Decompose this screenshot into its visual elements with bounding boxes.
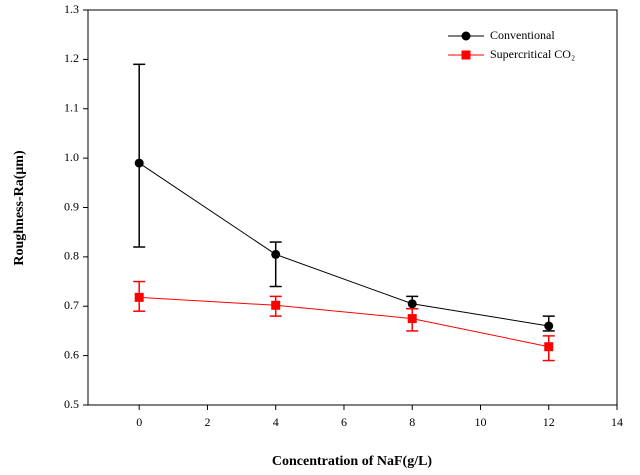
marker bbox=[134, 292, 144, 302]
marker bbox=[134, 158, 144, 168]
x-tick-label: 4 bbox=[273, 415, 279, 429]
x-tick-label: 6 bbox=[341, 415, 347, 429]
x-tick-label: 8 bbox=[409, 415, 415, 429]
x-tick-label: 2 bbox=[204, 415, 210, 429]
x-tick-label: 0 bbox=[136, 415, 142, 429]
series-line bbox=[139, 296, 549, 348]
y-tick-label: 0.5 bbox=[64, 397, 79, 411]
legend-marker bbox=[461, 31, 471, 41]
y-tick-label: 0.7 bbox=[64, 298, 79, 312]
x-tick-label: 12 bbox=[543, 415, 555, 429]
marker bbox=[407, 299, 417, 309]
y-tick-label: 1.1 bbox=[64, 101, 79, 115]
marker bbox=[407, 314, 417, 324]
marker bbox=[271, 249, 281, 259]
series-line bbox=[138, 162, 549, 327]
x-tick-label: 14 bbox=[611, 415, 623, 429]
marker bbox=[271, 300, 281, 310]
x-tick-label: 10 bbox=[474, 415, 486, 429]
legend-label: Conventional bbox=[490, 28, 555, 42]
marker bbox=[544, 342, 554, 352]
y-tick-label: 0.6 bbox=[64, 347, 79, 361]
y-tick-label: 0.8 bbox=[64, 249, 79, 263]
y-tick-label: 1.0 bbox=[64, 150, 79, 164]
y-tick-label: 1.2 bbox=[64, 51, 79, 65]
plot-frame bbox=[87, 9, 618, 406]
y-tick-label: 0.9 bbox=[64, 199, 79, 213]
legend-label: Supercritical CO₂ bbox=[490, 47, 575, 61]
marker bbox=[544, 321, 554, 331]
y-axis-title: Roughness-Ra(μm) bbox=[12, 150, 27, 266]
legend-marker bbox=[461, 50, 471, 60]
x-axis-title: Concentration of NaF(g/L) bbox=[272, 454, 433, 469]
y-tick-label: 1.3 bbox=[64, 2, 79, 16]
